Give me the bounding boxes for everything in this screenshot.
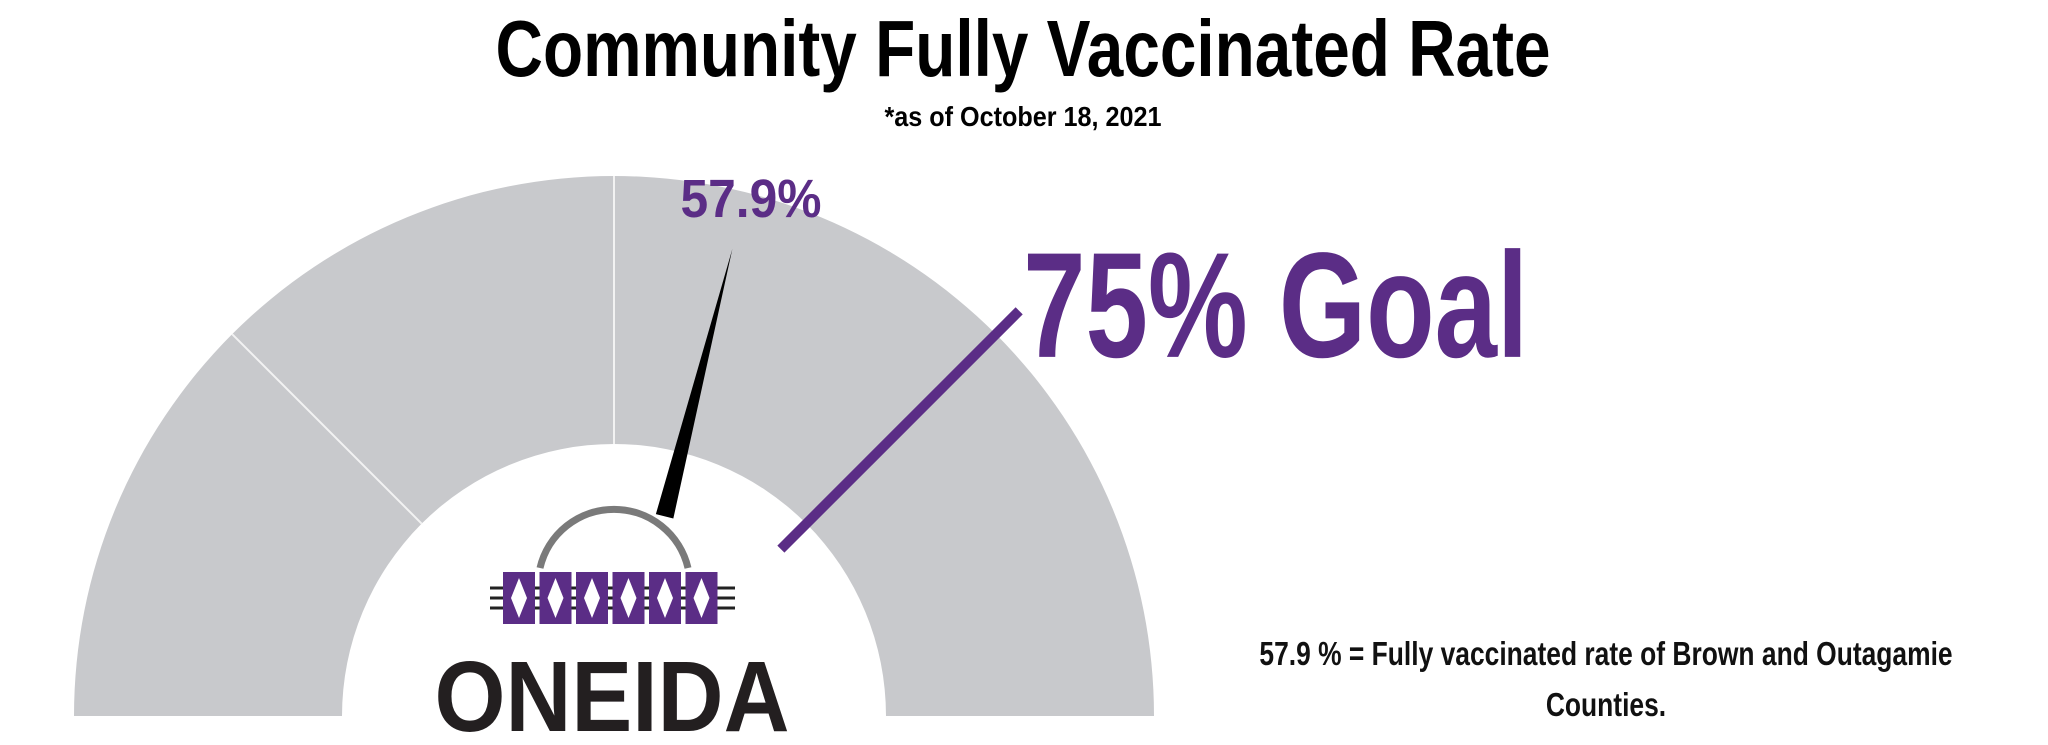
note: 57.9 % = Fully vaccinated rate of Brown …: [1259, 635, 1953, 723]
logo-diamond: [693, 578, 710, 618]
logo-diamond: [547, 578, 564, 618]
goal-label: 75% Goal: [1023, 221, 1528, 389]
logo-boxes: [503, 572, 718, 624]
chart-title: Community Fully Vaccinated Rate: [496, 4, 1551, 93]
gauge-band: [74, 176, 1154, 716]
logo-diamond: [620, 578, 637, 618]
logo: ONEIDA: [435, 505, 790, 745]
logo-diamond: [511, 578, 527, 618]
value-label: 57.9%: [680, 169, 821, 229]
goal-line: [777, 307, 1023, 553]
gauge-divider: [231, 333, 423, 525]
logo-text: ONEIDA: [435, 641, 790, 745]
chart-subtitle: *as of October 18, 2021: [885, 101, 1162, 132]
gauge: 75% Goal 57.9%: [74, 169, 1528, 716]
logo-arc: [536, 505, 692, 569]
logo-diamond: [584, 578, 600, 618]
logo-diamond: [657, 578, 673, 618]
needle: [655, 248, 733, 519]
